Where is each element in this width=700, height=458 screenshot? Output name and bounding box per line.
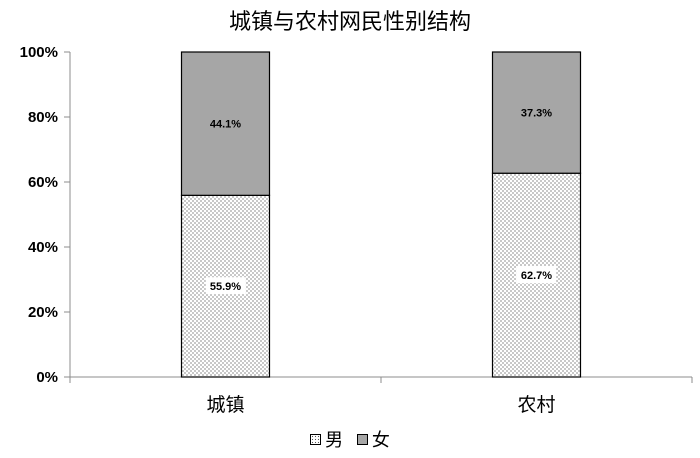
legend-item-male: 男: [310, 426, 343, 452]
data-label-background: [516, 266, 557, 284]
y-tick-label: 0%: [36, 369, 58, 386]
legend-swatch-female: [356, 433, 368, 445]
data-label: 44.1%: [210, 119, 241, 131]
legend: 男 女: [0, 426, 700, 452]
y-tick-label: 20%: [28, 304, 58, 321]
y-tick-label: 100%: [20, 44, 58, 61]
bar-segment-female: [180, 51, 271, 196]
legend-label-female: 女: [371, 430, 390, 451]
legend-label-male: 男: [325, 430, 344, 451]
x-axis-categories: 城镇 农村: [206, 394, 555, 416]
y-tick-label: 60%: [28, 174, 58, 191]
legend-swatch-male: [310, 433, 322, 445]
data-label-background: [205, 277, 246, 295]
x-category-label: 农村: [517, 394, 555, 416]
bar-group: 55.9% 44.1% 62.7% 37.3%: [180, 51, 582, 378]
legend-item-female: 女: [356, 426, 390, 452]
chart-title: 城镇与农村网民性别结构: [228, 10, 471, 35]
y-tick-label: 40%: [28, 239, 58, 256]
chart-axes: [69, 52, 693, 383]
data-label: 37.3%: [521, 108, 552, 120]
y-axis-ticks: 0% 20% 40% 60% 80% 100%: [20, 44, 70, 386]
y-tick-label: 80%: [28, 109, 58, 126]
data-label: 55.9%: [210, 281, 241, 293]
x-category-label: 城镇: [206, 394, 244, 416]
data-label: 62.7%: [521, 270, 552, 282]
bar-segment-female: [491, 51, 582, 174]
